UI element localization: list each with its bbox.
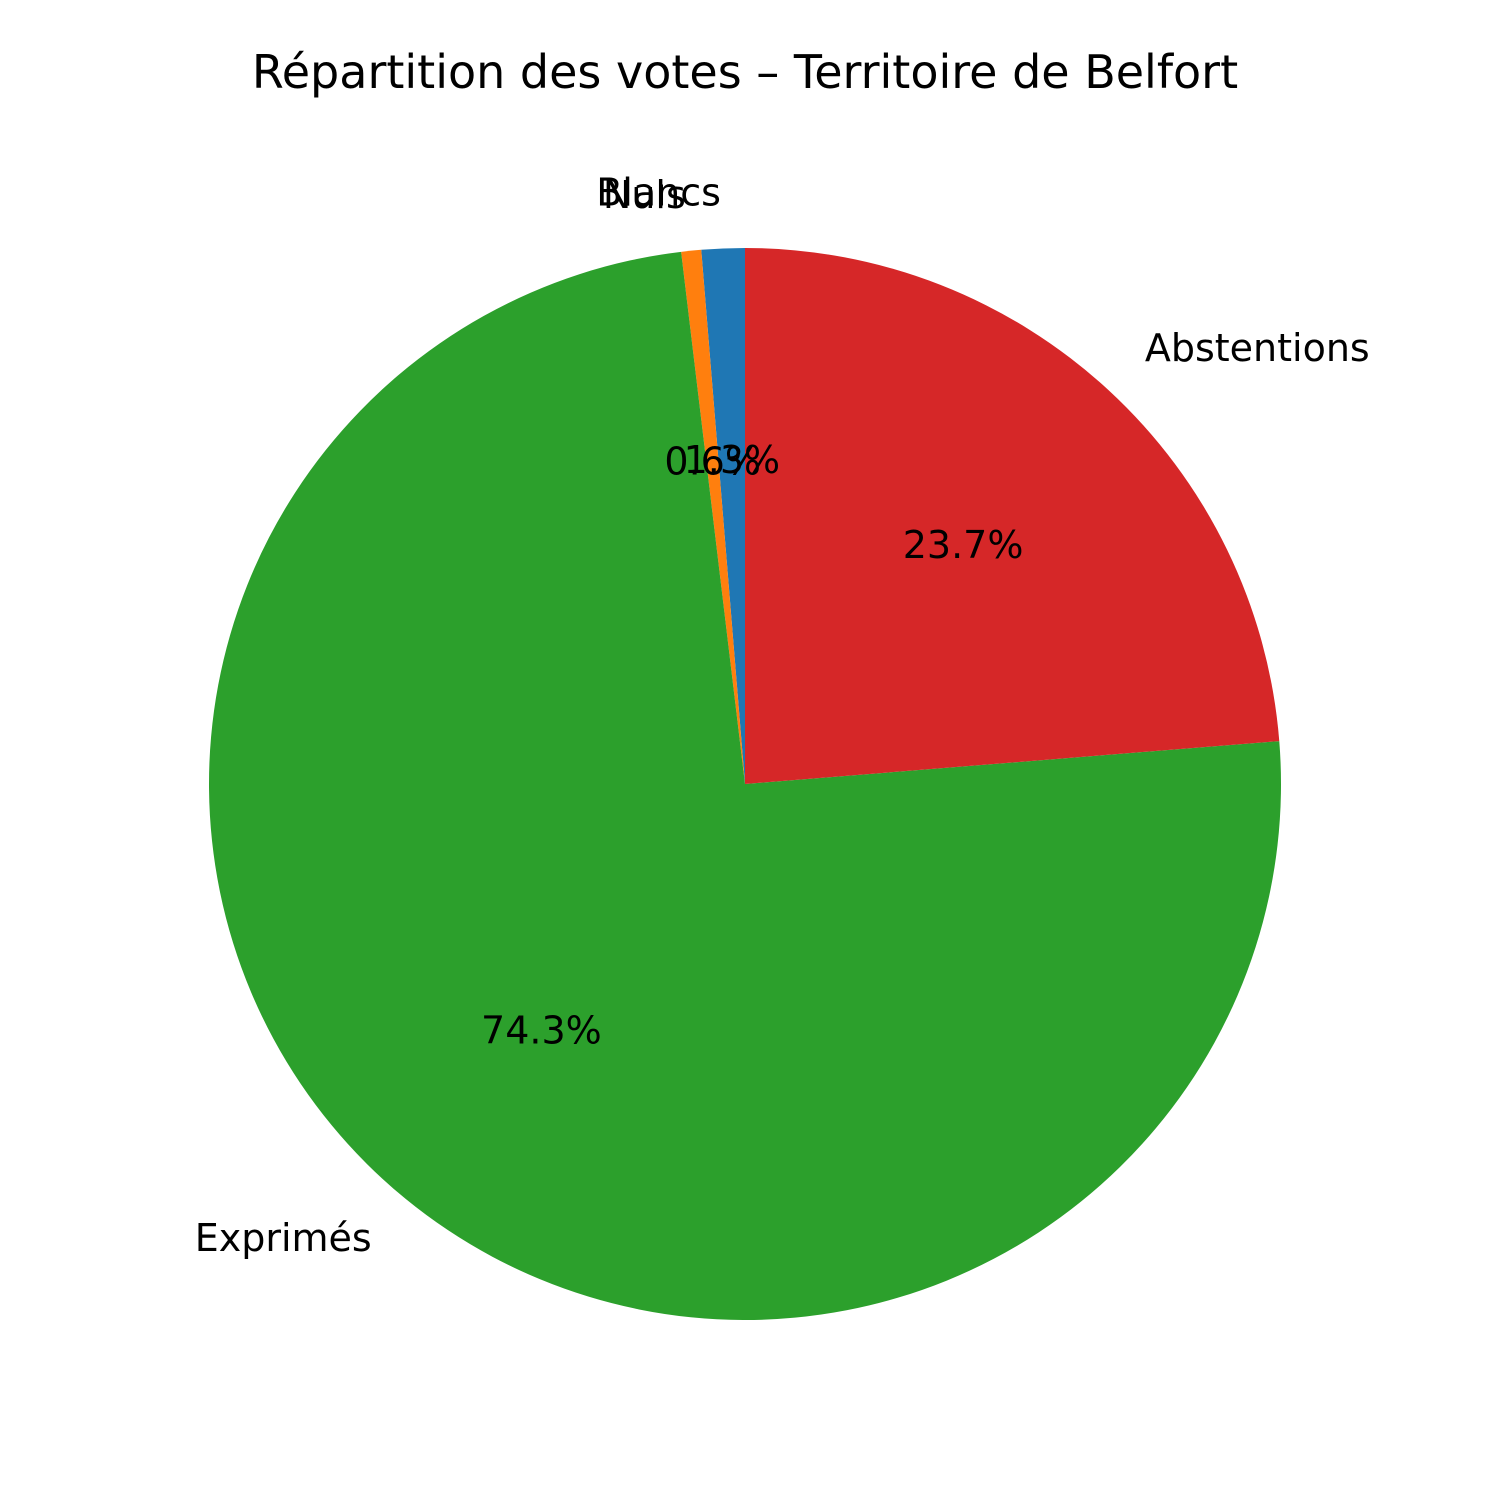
slice-pct-abstentions: 23.7%: [903, 523, 1024, 567]
slice-pct-nuls: 0.6%: [664, 440, 761, 484]
pie-slice-exprimes: [209, 251, 1282, 1321]
slice-label-abstentions: Abstentions: [1145, 326, 1370, 370]
pie-slice-nuls: [681, 249, 745, 784]
slice-label-exprimes: Exprimés: [195, 1216, 372, 1260]
pie-labels: Blancs 1.3% Nuls 0.6% Exprimés 74.3% Abstentio…: [195, 170, 1370, 1259]
slice-pct-exprimes: 74.3%: [481, 1008, 602, 1052]
pie-slice-blancs: [701, 248, 745, 784]
pie-slices: [209, 248, 1282, 1321]
slice-label-nuls: Nuls: [603, 173, 686, 217]
slice-label-blancs: Blancs: [596, 170, 721, 214]
pie-slice-abstentions: [745, 248, 1280, 784]
chart-title: Répartition des votes – Territoire de Be…: [252, 45, 1238, 99]
slice-pct-blancs: 1.3%: [684, 438, 781, 482]
